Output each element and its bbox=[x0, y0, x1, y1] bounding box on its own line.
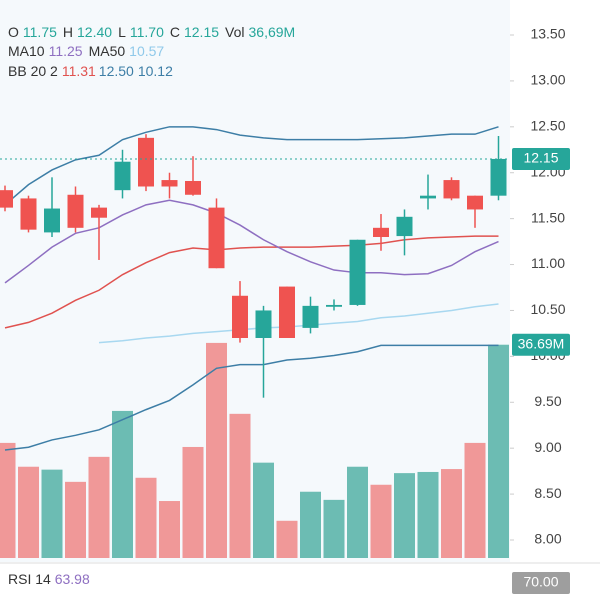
legend-value: 10.12 bbox=[138, 63, 173, 79]
candle-body bbox=[279, 286, 295, 338]
y-tick-label: 8.50 bbox=[534, 485, 561, 501]
legend-value: 12.50 bbox=[99, 63, 134, 79]
legend-key: BB 20 2 bbox=[8, 63, 58, 79]
legend-key: C bbox=[170, 24, 180, 40]
legend-key: Vol bbox=[225, 24, 244, 40]
volume-bar bbox=[41, 469, 63, 558]
volume-bar bbox=[347, 466, 368, 558]
volume-bar bbox=[323, 499, 345, 558]
last-volume-label: 36.69M bbox=[518, 335, 565, 351]
candle-body bbox=[20, 198, 37, 230]
candle-body bbox=[490, 158, 507, 196]
indicator-line bbox=[98, 303, 499, 344]
volume-bar bbox=[112, 410, 133, 558]
legend-value: 11.25 bbox=[49, 43, 83, 59]
volume-bar bbox=[88, 456, 110, 558]
volume-bar bbox=[0, 442, 16, 558]
legend-value: 11.70 bbox=[130, 24, 164, 40]
y-tick-label: 9.00 bbox=[534, 439, 561, 455]
candle-body bbox=[208, 207, 225, 269]
volume-bar bbox=[488, 344, 509, 558]
y-tick-label: 12.50 bbox=[530, 118, 565, 134]
candle-body bbox=[420, 195, 436, 199]
y-tick-label: 8.00 bbox=[534, 531, 561, 547]
volume-bar bbox=[394, 473, 415, 558]
legend-value: 11.75 bbox=[23, 24, 57, 40]
candle-body bbox=[443, 180, 460, 199]
volume-bar bbox=[464, 442, 486, 558]
candle-body bbox=[0, 190, 13, 208]
legend-row: MA10 11.25 MA50 10.57 bbox=[8, 43, 164, 59]
legend-value: 36,69M bbox=[249, 24, 296, 40]
last-price-box bbox=[512, 147, 570, 170]
y-tick-label: 13.00 bbox=[530, 72, 565, 88]
candle-body bbox=[302, 305, 319, 328]
volume-bar bbox=[18, 466, 39, 558]
candle-body bbox=[467, 195, 483, 210]
legend-row: BB 20 2 11.31 12.50 10.12 bbox=[8, 63, 173, 79]
candle-body bbox=[373, 227, 389, 237]
volume-bar bbox=[65, 481, 86, 558]
last-volume-box bbox=[512, 333, 570, 356]
candle-body bbox=[67, 194, 84, 228]
candle-body bbox=[326, 304, 342, 307]
volume-bar bbox=[441, 469, 462, 558]
legend-key: H bbox=[63, 24, 73, 40]
candle-body bbox=[91, 207, 107, 218]
legend-value: 12.40 bbox=[77, 24, 112, 40]
volume-bar bbox=[206, 342, 227, 558]
volume-bar bbox=[300, 491, 321, 558]
rsi-value: 63.98 bbox=[55, 571, 90, 587]
candle-body bbox=[349, 239, 366, 305]
legend-value: 12.15 bbox=[184, 24, 219, 40]
candle-body bbox=[232, 295, 248, 338]
y-tick-label: 11.00 bbox=[531, 255, 565, 271]
candle-body bbox=[255, 310, 272, 338]
indicator-line bbox=[4, 344, 499, 451]
y-tick-label: 11.50 bbox=[531, 209, 565, 225]
legend-key: MA10 bbox=[8, 43, 45, 59]
volume-bar bbox=[370, 484, 392, 558]
legend-value: 11.31 bbox=[62, 63, 96, 79]
candle-body bbox=[161, 180, 178, 187]
volume-bar bbox=[135, 477, 157, 558]
candle-body bbox=[138, 137, 154, 187]
candle-body bbox=[114, 161, 131, 191]
last-price-label: 12.15 bbox=[523, 150, 558, 166]
volume-bar bbox=[159, 501, 180, 558]
rsi-label: RSI 14 63.98 bbox=[8, 571, 90, 587]
indicator-line bbox=[4, 235, 499, 329]
legend-key: O bbox=[8, 24, 19, 40]
legend-key: MA50 bbox=[89, 43, 126, 59]
volume-bar bbox=[229, 413, 251, 558]
candle-body bbox=[396, 216, 413, 237]
volume-bar bbox=[182, 446, 204, 558]
rsi-name: RSI 14 bbox=[8, 571, 51, 587]
legend-row: O 11.75 H 12.40 L 11.70 C 12.15 Vol 36,69M bbox=[8, 24, 295, 40]
rsi-level-box bbox=[512, 572, 570, 594]
indicator-line bbox=[4, 199, 499, 284]
legend-key: L bbox=[118, 24, 126, 40]
rsi-level-label: 70.00 bbox=[523, 574, 558, 590]
volume-bar bbox=[276, 520, 298, 558]
legend-value: 10.57 bbox=[129, 43, 164, 59]
y-tick-label: 13.50 bbox=[530, 26, 565, 42]
candle-body bbox=[185, 180, 201, 195]
y-tick-label: 10.50 bbox=[530, 301, 565, 317]
candle-body bbox=[44, 208, 60, 233]
y-tick-label: 9.50 bbox=[534, 393, 561, 409]
indicator-line bbox=[4, 126, 499, 206]
volume-bar bbox=[253, 462, 274, 558]
volume-bar bbox=[417, 471, 439, 558]
